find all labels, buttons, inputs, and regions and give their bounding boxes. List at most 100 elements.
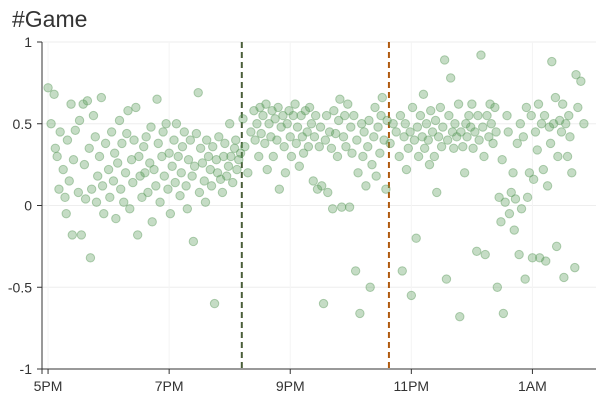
data-point [49,89,59,100]
data-point [379,135,389,145]
data-point [220,138,230,149]
data-point [530,127,541,137]
data-point [556,127,567,137]
chart-title: #Game [12,6,88,32]
data-point [532,145,542,155]
data-point [100,138,111,149]
x-tick-label: 1AM [518,378,547,394]
data-point [286,151,297,162]
data-point [349,110,359,121]
data-point [503,127,513,137]
y-tick-label: 0.5 [13,116,33,132]
data-point [341,141,351,152]
data-point [573,102,583,113]
data-point [179,127,189,137]
x-tick-label: 11PM [394,378,430,394]
data-point [201,135,212,145]
data-point [480,249,490,260]
data-point [486,119,496,129]
data-point [177,141,188,152]
data-point [567,168,577,178]
data-point [353,168,363,178]
data-point [240,141,250,152]
data-point [297,132,308,142]
data-point [442,135,453,145]
data-point [105,192,115,203]
data-point [292,122,303,132]
data-point [232,164,242,175]
data-point [203,151,214,162]
data-point [141,132,151,142]
x-tick-label: 5PM [34,378,63,394]
data-point [330,128,341,139]
data-point [485,99,495,109]
data-point [93,171,103,181]
data-point [193,87,203,98]
data-point [521,102,532,113]
data-point [315,122,326,132]
data-point [304,102,315,113]
data-point [382,115,392,126]
data-point [73,187,84,198]
axes [37,41,596,374]
data-point [427,127,438,137]
data-point [335,94,345,104]
data-point [358,151,368,162]
data-point [132,230,143,240]
y-tick-label: -0.5 [8,279,32,295]
data-point [189,161,200,171]
data-point [338,132,349,142]
data-point [544,122,555,132]
data-point [296,110,306,121]
data-point [548,119,559,129]
data-point [400,119,410,129]
data-point [356,119,367,129]
data-point [137,192,147,203]
data-point [340,110,350,121]
data-point [90,132,100,142]
data-point [76,230,87,240]
data-point [391,127,401,137]
data-point [117,138,127,149]
data-point [258,110,268,121]
data-point [347,148,357,158]
data-point [278,110,288,121]
data-point [447,127,458,137]
data-point [512,138,522,149]
data-point [539,110,550,121]
data-point [143,187,153,198]
data-point [333,115,344,126]
data-point [467,99,477,109]
data-point [405,127,415,137]
y-tick-label: 1 [24,34,32,50]
data-point [526,110,536,121]
data-point [99,208,109,219]
data-point [290,99,300,109]
data-point [191,128,202,139]
x-tick-label: 7PM [155,378,184,394]
data-point [435,102,446,113]
data-point [352,135,362,145]
data-point [146,122,156,132]
data-point [209,298,220,309]
data-point [419,143,430,153]
data-point [412,122,423,132]
data-point [403,143,414,153]
data-point [218,151,229,162]
data-point [541,256,551,266]
data-point [429,151,440,162]
data-point [515,119,526,129]
data-point [66,99,76,109]
data-point [273,102,283,113]
data-point [80,194,91,204]
data-point [528,174,539,185]
data-point [74,115,85,126]
data-point [262,164,272,175]
data-points [43,50,589,322]
data-point [134,151,144,162]
data-point [432,187,442,198]
data-point [55,127,65,137]
data-point [54,184,64,194]
data-point [82,96,93,106]
data-point [497,155,507,165]
